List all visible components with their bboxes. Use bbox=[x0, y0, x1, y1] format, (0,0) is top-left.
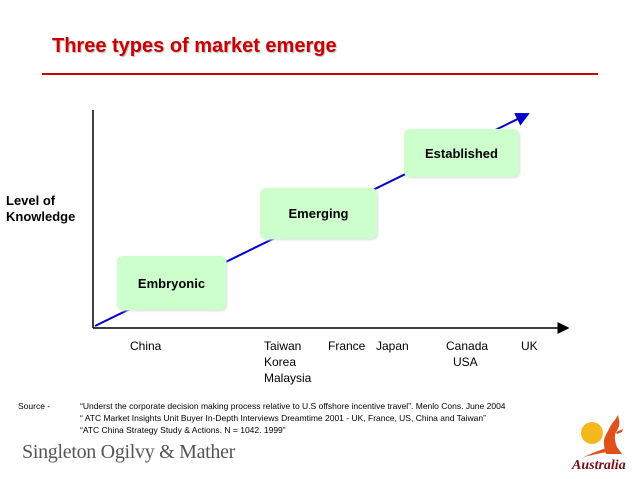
x-label-china: China bbox=[130, 339, 162, 353]
stage-embryonic-box: Embryonic bbox=[117, 256, 226, 310]
source-list: “Underst the corporate decision making p… bbox=[80, 400, 506, 436]
stage-emerging-label: Emerging bbox=[288, 206, 349, 221]
x-label-taiwan: Taiwan bbox=[264, 339, 302, 353]
stage-established-box: Established bbox=[404, 129, 519, 177]
stage-emerging-box: Emerging bbox=[260, 188, 377, 239]
x-label-group-asia: Taiwan Korea Malaysia bbox=[264, 338, 311, 386]
source-line-2: “ ATC Market Insights Unit Buyer In-Dept… bbox=[80, 413, 486, 423]
stage-embryonic-label: Embryonic bbox=[137, 275, 206, 291]
australia-logo-text: Australia bbox=[572, 458, 626, 473]
x-label-usa: USA bbox=[453, 355, 478, 369]
x-label-japan: Japan bbox=[376, 339, 409, 353]
source-line-1: “Underst the corporate decision making p… bbox=[80, 401, 506, 411]
y-axis-label-line1: Level of bbox=[6, 193, 56, 208]
y-axis-label-line2: Knowledge bbox=[6, 209, 76, 224]
y-axis-label: Level of Knowledge bbox=[6, 193, 75, 225]
x-label-korea: Korea bbox=[264, 355, 297, 369]
slide-title: Three types of market emerge bbox=[52, 35, 337, 57]
title-underline bbox=[42, 73, 598, 75]
x-label-france: France bbox=[328, 339, 366, 353]
x-label-malaysia: Malaysia bbox=[264, 371, 312, 385]
x-label-uk: UK bbox=[521, 339, 538, 353]
x-label-canada: Canada bbox=[446, 339, 489, 353]
stage-established-label: Established bbox=[425, 145, 498, 161]
source-line-3: “ATC China Strategy Study & Actions. N =… bbox=[80, 425, 286, 435]
singleton-ogilvy-mather-logo: Singleton Ogilvy & Mather bbox=[22, 441, 236, 463]
source-label: Source - bbox=[18, 401, 51, 411]
kangaroo-icon bbox=[581, 415, 623, 457]
